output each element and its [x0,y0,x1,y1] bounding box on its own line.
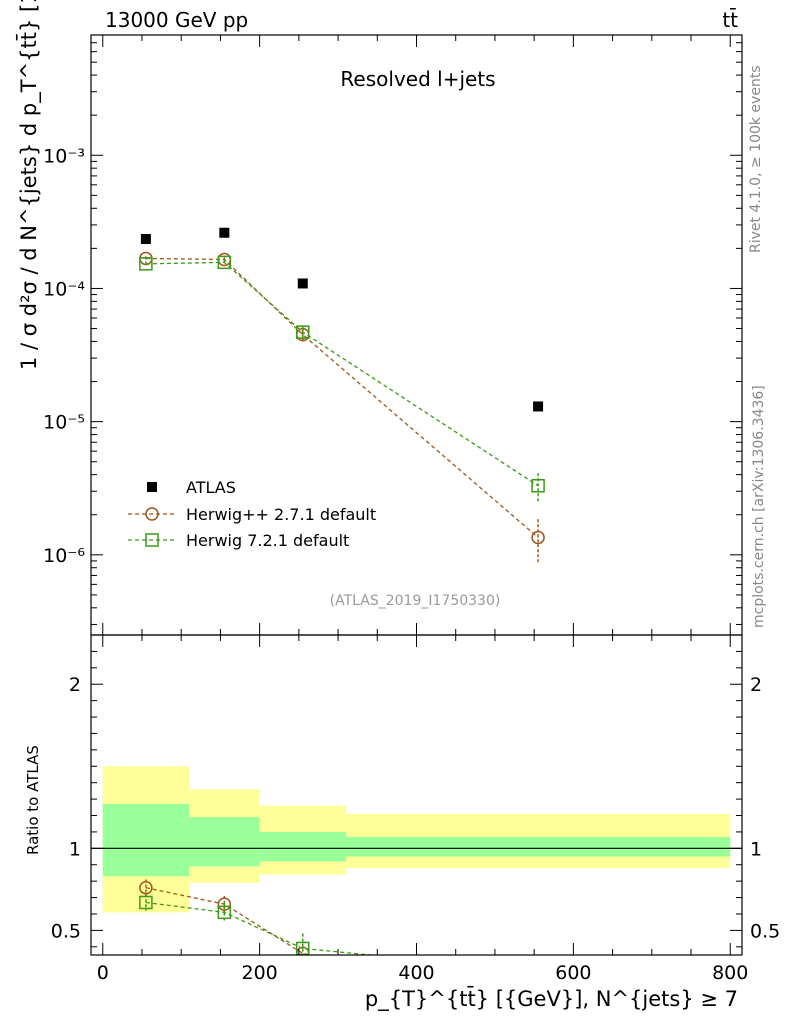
legend-entry: ATLAS [147,478,236,497]
ratio-series-line [145,887,316,955]
data-point-marker [296,325,310,339]
legend-entry: Herwig++ 2.7.1 default [128,505,376,524]
rivet-version-label: Rivet 4.1.0, ≥ 100k events [748,65,764,253]
y-axis-label: 1 / σ d²σ / d N^{jets} d p_T^{tt̄} [1/Ge… [16,0,42,370]
data-point-marker [139,895,153,910]
legend-label: ATLAS [186,478,236,497]
data-point-marker [145,533,159,547]
x-axis-label: p_{T}^{tt̄} [{GeV}], N^{jets} ≥ 7 [365,986,738,1012]
data-point-marker [217,905,232,920]
ratio-y-tick-label-left: 2 [69,674,81,696]
y-tick-label: 10⁻⁴ [43,278,85,300]
ratio-y-tick-label-left: 0.5 [51,920,81,942]
uncertainty-band-inner [259,831,346,862]
plot-title: Resolved l+jets [340,67,495,91]
ratio-series-herwig-7-2-1-default [139,894,544,977]
y-tick-label: 10⁻⁵ [43,412,85,434]
data-point-marker [147,482,157,492]
series-atlas [140,227,544,412]
data-point-marker [217,255,232,270]
ratio-series-line [145,901,377,955]
ratio-series-herwig-2-7-1-default [139,879,316,955]
data-point-marker [140,234,151,245]
uncertainty-band-inner [102,804,190,877]
x-tick-label: 200 [241,962,277,984]
uncertainty-band-inner [345,836,731,857]
header-energy-label: 13000 GeV pp [105,8,248,32]
ratio-y-tick-label-left: 1 [69,838,81,860]
ratio-y-tick-label-right: 2 [750,674,762,696]
ratio-content-group [91,766,742,977]
header-process-label: tt̄ [722,7,738,32]
data-point-marker [297,278,308,289]
data-point-marker [531,479,545,493]
data-point-marker [139,880,153,895]
data-point-marker [139,257,153,271]
data-point-marker [532,965,544,977]
x-tick-label: 400 [398,962,434,984]
x-tick-label: 600 [555,962,591,984]
legend-label: Herwig 7.2.1 default [186,531,349,550]
x-tick-label: 0 [97,962,109,984]
analysis-watermark: (ATLAS_2019_I1750330) [330,593,501,609]
data-point-marker [531,530,545,545]
data-point-marker [533,401,544,412]
x-tick-label: 800 [712,962,748,984]
legend-label: Herwig++ 2.7.1 default [186,505,376,524]
data-point-marker [145,507,159,521]
legend: ATLAS Herwig++ 2.7.1 default Herwig 7.2.1 … [128,478,376,550]
ratio-panel: 0.5 0.5 1 1 2 2 0 200 400 600 800 Ratio to ATLAS p_{… [24,634,780,1012]
series-line [145,261,539,487]
y-tick-label: 10⁻³ [43,145,85,167]
ratio-y-tick-label-right: 0.5 [750,920,780,942]
series-herwig-7-2-1-default [139,255,545,502]
legend-entry: Herwig 7.2.1 default [128,531,349,550]
ratio-y-axis-label: Ratio to ATLAS [24,745,42,855]
data-point-marker [219,227,230,238]
y-tick-label: 10⁻⁶ [43,545,85,567]
main-panel: 10⁻⁶ 10⁻⁵ 10⁻⁴ 10⁻³ Resolved l+jets (ATLAS_20… [16,0,743,636]
ratio-y-tick-label-right: 1 [750,838,762,860]
main-series-group [139,227,545,565]
mcplots-label: mcplots.cern.ch [arXiv:1306.3436] [751,385,767,628]
uncertainty-band-inner [189,817,260,867]
